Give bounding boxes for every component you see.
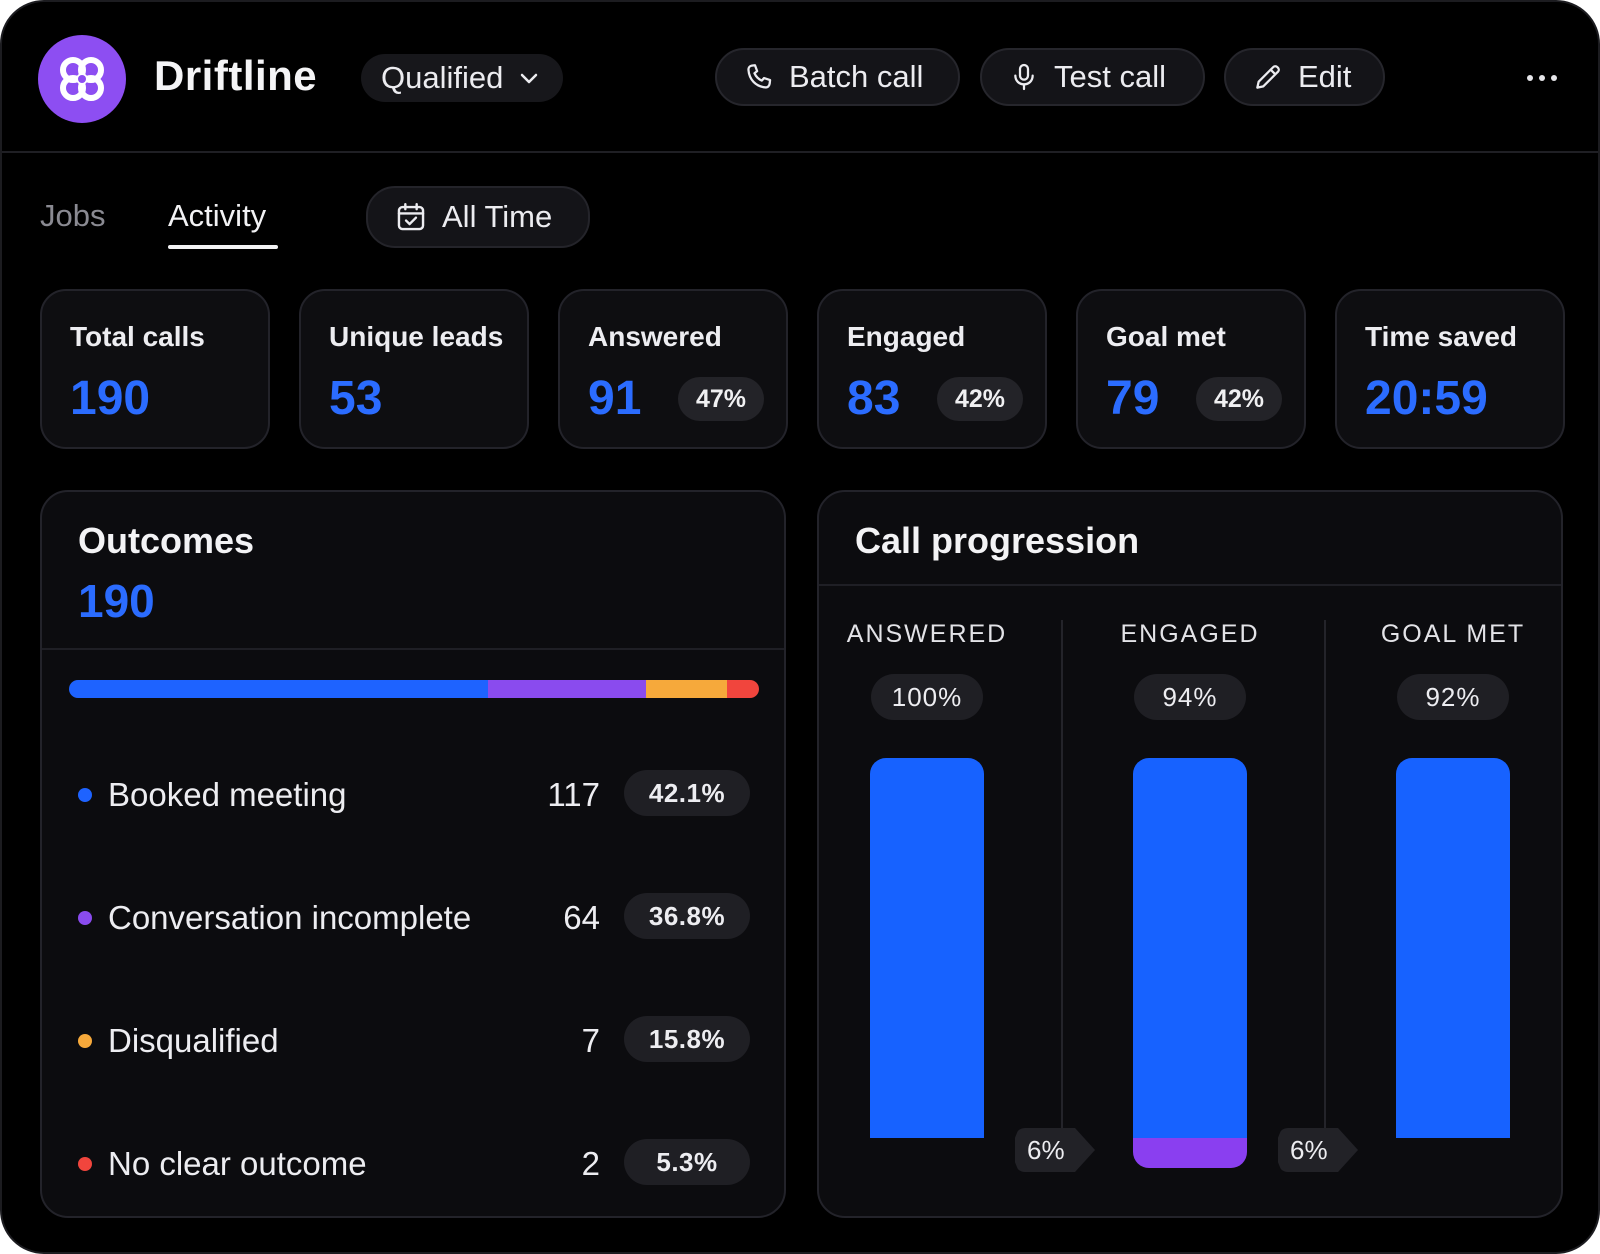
stat-label: Total calls (70, 321, 205, 352)
progression-bar-goal-met (1396, 758, 1510, 1138)
call-progression-panel: Call progression ANSWERED ENGAGED GOAL M… (817, 490, 1563, 1218)
progression-bar-answered (870, 758, 984, 1138)
stacked-bar-segment-1 (487, 680, 646, 698)
outcome-label: Booked meeting (108, 776, 347, 813)
outcomes-total: 190 (78, 575, 155, 627)
stat-card-goal-met: Goal met 79 42% (1076, 289, 1306, 449)
legend-dot (78, 1157, 92, 1171)
stat-value: 91 (588, 372, 642, 425)
stat-label: Unique leads (329, 321, 504, 352)
outcome-label: No clear outcome (108, 1145, 367, 1182)
status-filter-dropdown[interactable]: Qualified (361, 54, 564, 102)
stat-card-time-saved: Time saved 20:59 (1335, 289, 1565, 449)
column-percent-answered: 100% (871, 674, 983, 720)
stat-value: 53 (329, 372, 383, 425)
outcome-row-no-clear-outcome[interactable]: No clear outcome 2 5.3% (78, 1139, 750, 1189)
progression-bar-engaged (1133, 758, 1247, 1138)
date-range-button[interactable]: All Time (366, 186, 590, 248)
stat-value: 190 (70, 372, 151, 425)
column-label-answered: ANSWERED (846, 620, 1008, 648)
stat-value: 79 (1106, 372, 1160, 425)
test-call-button[interactable]: Test call (980, 48, 1205, 106)
outcome-percent-badge: 36.8% (624, 893, 750, 939)
stat-card-total-calls: Total calls 190 (40, 289, 270, 449)
outcome-percent-badge: 5.3% (624, 1139, 750, 1185)
test-call-label: Test call (1054, 59, 1166, 94)
calendar-icon (397, 203, 425, 231)
outcomes-stacked-bar (69, 680, 759, 698)
more-options-icon[interactable] (1522, 60, 1562, 96)
status-filter-label: Qualified (381, 60, 504, 95)
stat-percent-badge: 42% (1195, 377, 1282, 421)
progression-bar-engaged-dropoff (1133, 1138, 1247, 1168)
phone-icon (747, 64, 772, 89)
tab-jobs[interactable]: Jobs (40, 198, 106, 233)
batch-call-button[interactable]: Batch call (715, 48, 960, 106)
app-name: Driftline (154, 52, 318, 99)
outcome-count: 117 (547, 776, 600, 813)
outcome-count: 2 (581, 1145, 600, 1182)
outcome-label: Disqualified (108, 1022, 279, 1059)
batch-call-label: Batch call (789, 59, 924, 94)
legend-dot (78, 1034, 92, 1048)
column-separator (1324, 620, 1326, 1128)
top-bar: Driftline Qualified Batch call Test call (2, 2, 1598, 153)
divider (42, 648, 784, 650)
stat-card-answered: Answered 91 47% (558, 289, 788, 449)
stat-card-engaged: Engaged 83 42% (817, 289, 1047, 449)
tab-activity[interactable]: Activity (168, 198, 267, 233)
column-percent-goal-met: 92% (1397, 674, 1509, 720)
microphone-icon (1014, 63, 1034, 91)
outcome-percent-badge: 15.8% (624, 1016, 750, 1062)
stat-label: Goal met (1106, 321, 1226, 352)
active-tab-indicator (168, 245, 278, 249)
legend-dot (78, 788, 92, 802)
outcome-count: 7 (581, 1022, 600, 1059)
stacked-bar-segment-3 (726, 680, 759, 698)
chevron-down-icon (521, 73, 538, 84)
column-percent-engaged: 94% (1134, 674, 1246, 720)
outcome-row-booked-meeting[interactable]: Booked meeting 117 42.1% (78, 770, 750, 820)
stat-card-unique-leads: Unique leads 53 (299, 289, 529, 449)
dropoff-badge-2: 6% (1278, 1128, 1358, 1172)
column-label-engaged: ENGAGED (1120, 620, 1260, 648)
pencil-icon (1256, 65, 1280, 89)
edit-button[interactable]: Edit (1224, 48, 1385, 106)
stat-label: Engaged (847, 321, 966, 352)
stat-value: 83 (847, 372, 901, 425)
call-progression-title: Call progression (855, 520, 1140, 561)
stat-label: Time saved (1365, 321, 1518, 352)
logo-knot-icon[interactable] (38, 35, 126, 123)
outcome-label: Conversation incomplete (108, 899, 472, 936)
legend-dot (78, 911, 92, 925)
outcome-row-conversation-incomplete[interactable]: Conversation incomplete 64 36.8% (78, 893, 750, 943)
edit-label: Edit (1298, 59, 1352, 94)
divider (819, 584, 1561, 586)
outcome-row-disqualified[interactable]: Disqualified 7 15.8% (78, 1016, 750, 1066)
date-range-label: All Time (442, 199, 553, 234)
column-separator (1061, 620, 1063, 1128)
stat-value: 20:59 (1365, 372, 1488, 425)
stat-percent-badge: 47% (677, 377, 764, 421)
outcomes-panel: Outcomes 190 Booked meeting 117 42.1% Co… (40, 490, 786, 1218)
stat-label: Answered (588, 321, 722, 352)
dropoff-badge-1: 6% (1015, 1128, 1095, 1172)
outcome-count: 64 (563, 899, 600, 936)
column-label-goal-met: GOAL MET (1380, 620, 1526, 648)
outcome-percent-badge: 42.1% (624, 770, 750, 816)
stacked-bar-segment-2 (645, 680, 727, 698)
stacked-bar-segment-0 (69, 680, 488, 698)
stat-percent-badge: 42% (936, 377, 1023, 421)
outcomes-title: Outcomes (78, 520, 255, 561)
